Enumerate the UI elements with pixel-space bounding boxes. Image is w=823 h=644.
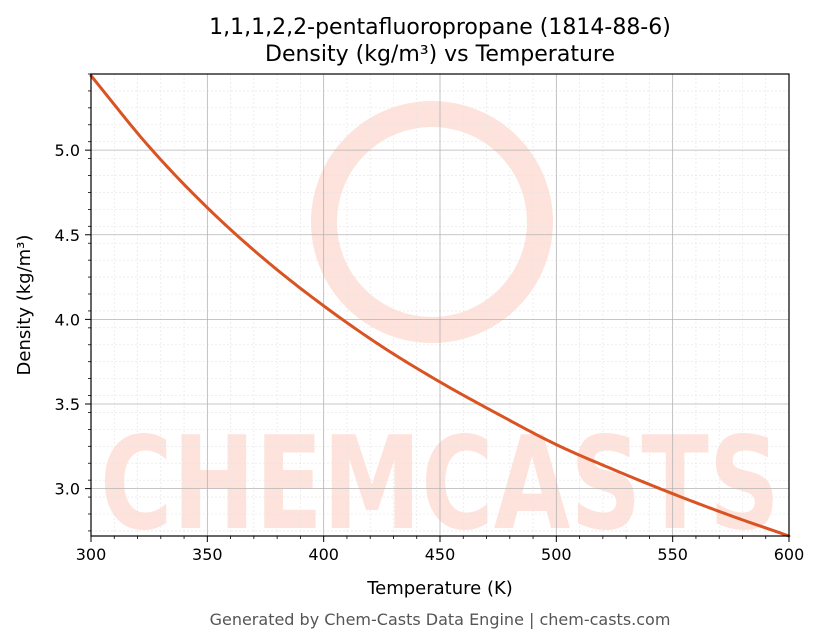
footer-credit: Generated by Chem-Casts Data Engine | ch… — [210, 610, 671, 629]
data-point — [205, 206, 209, 210]
x-tick-label: 350 — [192, 545, 223, 564]
x-axis-ticks: 300 350 400 450 500 550 600 — [76, 536, 805, 564]
x-tick-label: 400 — [308, 545, 339, 564]
y-tick-label: 5.0 — [55, 141, 80, 160]
y-axis-ticks: 3.0 3.5 4.0 4.5 5.0 — [55, 73, 91, 532]
x-tick-label: 500 — [541, 545, 572, 564]
y-axis-label: Density (kg/m³) — [14, 235, 35, 376]
data-point — [496, 412, 500, 416]
x-tick-label: 300 — [76, 545, 107, 564]
data-point — [264, 258, 267, 262]
data-point — [613, 468, 616, 472]
chart-title: 1,1,1,2,2-pentafluoropropane (1814-88-6) — [209, 15, 671, 40]
x-axis-label: Temperature (K) — [366, 578, 513, 599]
data-point — [380, 345, 384, 348]
data-point — [147, 145, 151, 149]
y-tick-label: 3.0 — [55, 480, 80, 499]
watermark-ring-icon — [311, 101, 553, 343]
series-layer — [89, 74, 791, 538]
data-point — [554, 443, 558, 447]
data-point — [322, 304, 326, 308]
x-tick-label: 600 — [774, 545, 805, 564]
data-point — [671, 492, 675, 496]
y-tick-label: 4.0 — [55, 310, 80, 329]
chart-subtitle: Density (kg/m³) vs Temperature — [265, 42, 615, 67]
x-tick-label: 550 — [657, 545, 688, 564]
data-point — [438, 380, 442, 384]
y-tick-label: 4.5 — [55, 226, 80, 245]
y-tick-label: 3.5 — [55, 395, 80, 414]
x-tick-label: 450 — [425, 545, 456, 564]
data-point — [729, 514, 733, 518]
